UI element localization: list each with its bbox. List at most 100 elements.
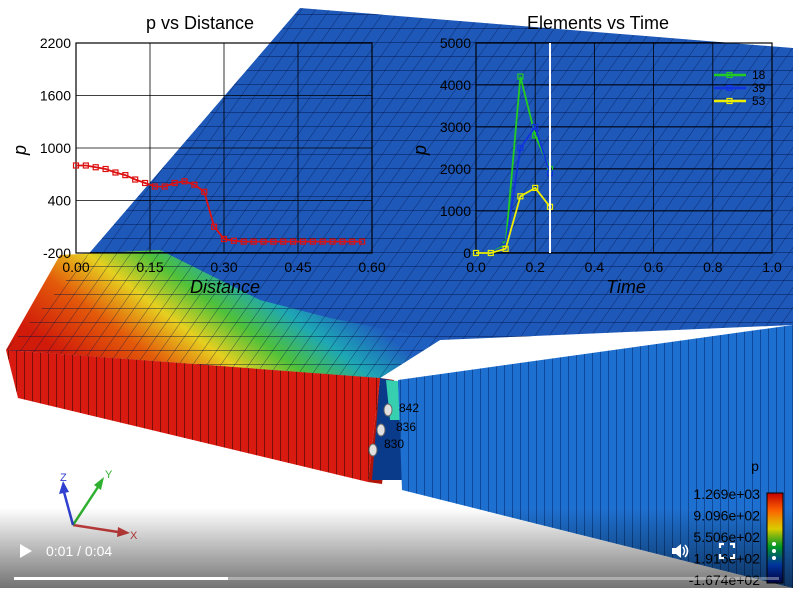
chart-right-xtick-label: 0.8 xyxy=(703,259,723,275)
fullscreen-icon xyxy=(718,542,736,560)
chart-left-ytick-label: 2200 xyxy=(40,35,71,51)
chart-right-xlabel: Time xyxy=(606,277,646,297)
chart-left-xtick-label: 0.15 xyxy=(136,259,163,275)
chart-left-data-point xyxy=(359,238,366,245)
legend-marker xyxy=(726,84,733,92)
chart-left-data-point xyxy=(220,235,228,243)
chart-right-xtick-label: 0.4 xyxy=(585,259,605,275)
chart-left-data-point xyxy=(151,183,159,190)
chart-left-data-point xyxy=(211,223,218,230)
chart-left-data-point xyxy=(122,172,129,179)
chart-left-grid xyxy=(75,42,373,254)
play-button[interactable] xyxy=(16,542,34,560)
chart-left-series-line-0 xyxy=(76,164,363,243)
chart-left-data-point xyxy=(349,238,356,245)
chart-left-ytick-label: -200 xyxy=(43,245,71,261)
chart-left-data-point xyxy=(299,238,307,245)
chart-left-xlabel: Distance xyxy=(190,277,260,297)
legend-marker xyxy=(726,97,733,105)
chart-left-data-point xyxy=(230,237,237,244)
colorbar-title: p xyxy=(751,458,759,474)
legend-label-39: 39 xyxy=(752,81,766,95)
chart-left-data-point xyxy=(171,179,178,187)
chart-left-xtick-label: 0.60 xyxy=(358,259,385,275)
chart-right-data-point xyxy=(532,184,539,191)
chart-left-data-point xyxy=(309,238,316,245)
node-label-836: 836 xyxy=(396,420,416,434)
chart-right-data-point xyxy=(532,123,539,131)
chart-right-data-point xyxy=(517,144,524,152)
chart-left-data-point xyxy=(329,238,336,245)
node-label-830: 830 xyxy=(384,437,404,451)
chart-right-ytick-label: 5000 xyxy=(440,35,471,51)
chart-left-data-point xyxy=(280,238,287,245)
chart-left-data-point xyxy=(240,238,247,245)
chart-left-xtick-label: 0.45 xyxy=(284,259,311,275)
more-vert-icon xyxy=(772,542,776,560)
play-icon xyxy=(20,544,32,558)
triad-z-label: Z xyxy=(60,472,67,484)
chart-left-xtick-label: 0.00 xyxy=(62,259,89,275)
legend-marker xyxy=(726,71,733,79)
chart-left-data-point xyxy=(82,162,89,169)
chart-left-series xyxy=(72,162,366,245)
chart-left-data-point xyxy=(201,188,208,195)
chart-right-ytick-label: 2000 xyxy=(440,161,471,177)
chart-right-xticks: 0.0 0.2 0.4 0.6 0.8 1.0 xyxy=(466,259,782,275)
chart-left-data-point xyxy=(339,238,346,245)
chart-right-xtick-label: 0.0 xyxy=(466,259,486,275)
node-markers xyxy=(368,403,393,457)
chart-right-xtick-label: 1.0 xyxy=(762,259,782,275)
chart-right-ytick-label: 3000 xyxy=(440,119,471,135)
chart-left-data-point xyxy=(92,164,99,171)
volume-button[interactable] xyxy=(670,542,690,560)
chart-left-data-point xyxy=(161,183,168,190)
legend-label-18: 18 xyxy=(752,68,766,82)
triad-y-label: Y xyxy=(105,469,113,481)
chart-left-data-point xyxy=(270,238,277,245)
chart-left-ytick-label: 1000 xyxy=(40,140,71,156)
chart-right-data-point xyxy=(472,249,480,257)
chart-left-data-point xyxy=(289,238,297,245)
fullscreen-button[interactable] xyxy=(718,542,736,560)
chart-left-data-point xyxy=(102,165,109,173)
chart-left-data-point xyxy=(319,238,326,245)
chart-right-yticks: 0 1000 2000 3000 4000 5000 xyxy=(440,35,471,261)
legend-label-53: 53 xyxy=(752,94,766,108)
colorbar-label: 1.269e+03 xyxy=(693,486,760,502)
volume-icon xyxy=(672,544,689,558)
chart-title-right: Elements vs Time xyxy=(527,13,669,33)
chart-right-data-point xyxy=(487,249,494,257)
more-options-button[interactable] xyxy=(765,540,783,562)
video-player-controls: 0:01 / 0:04 xyxy=(0,508,793,588)
progress-bar[interactable] xyxy=(14,577,779,580)
chart-title-left: p vs Distance xyxy=(146,13,254,33)
chart-right-grid xyxy=(475,42,773,254)
chart-left-xtick-label: 0.30 xyxy=(210,259,237,275)
chart-right-data-point xyxy=(517,193,524,200)
progress-bar-fill xyxy=(14,577,229,580)
chart-right-ylabel: p xyxy=(410,145,430,156)
chart-left-yticks: -200 400 1000 1600 2200 xyxy=(40,35,71,261)
chart-left-ytick-label: 1600 xyxy=(40,88,71,104)
chart-elements-vs-time: Elements vs Time 0 1000 2000 3000 4000 5000 0… xyxy=(410,13,782,297)
chart-right-ytick-label: 1000 xyxy=(440,203,471,219)
chart-left-data-point xyxy=(72,162,80,169)
chart-right-ytick-label: 0 xyxy=(463,245,471,261)
chart-left-data-point xyxy=(132,176,139,183)
chart-left-ylabel: p xyxy=(10,145,30,156)
chart-left-data-point xyxy=(112,169,119,176)
chart-left-ytick-label: 400 xyxy=(48,193,72,209)
chart-left-xticks: 0.00 0.15 0.30 0.45 0.60 xyxy=(62,259,385,275)
chart-right-data-point xyxy=(502,245,509,252)
chart-left-data-point xyxy=(260,238,267,245)
chart-left-data-point xyxy=(191,181,198,188)
chart-left-data-point xyxy=(141,179,149,187)
time-display: 0:01 / 0:04 xyxy=(46,543,113,559)
chart-left-data-point xyxy=(250,238,257,245)
chart-right-xtick-label: 0.6 xyxy=(644,259,664,275)
